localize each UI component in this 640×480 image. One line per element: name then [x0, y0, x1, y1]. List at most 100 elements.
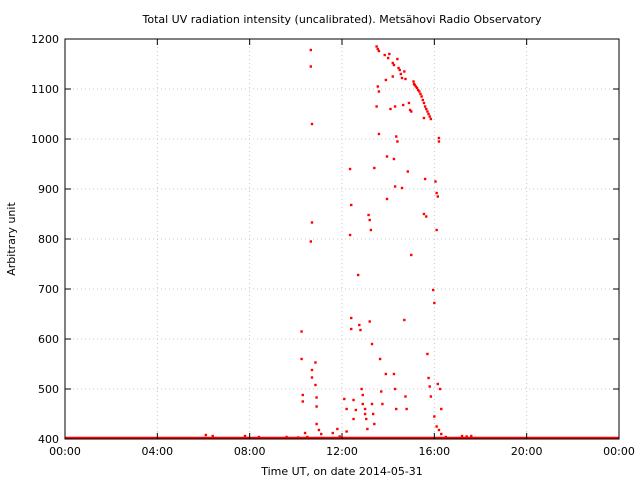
x-tick-label: 00:00	[49, 445, 81, 458]
data-point	[418, 90, 421, 93]
data-point	[397, 66, 400, 70]
data-point	[391, 61, 394, 65]
data-point	[406, 170, 409, 173]
data-point	[370, 342, 374, 346]
data-point	[350, 316, 353, 320]
data-point	[376, 47, 379, 51]
data-point	[396, 57, 399, 61]
data-point	[392, 157, 396, 161]
data-point	[314, 361, 317, 364]
data-point	[363, 407, 367, 411]
data-point	[243, 434, 247, 438]
data-point	[317, 428, 321, 432]
data-point	[358, 323, 361, 327]
data-point	[315, 405, 318, 408]
data-point	[348, 233, 352, 237]
data-point	[403, 318, 406, 322]
x-axis-label: Time UT, on date 2014-05-31	[260, 465, 423, 478]
y-tick-label: 700	[38, 283, 59, 296]
data-point	[300, 330, 303, 333]
data-point	[359, 328, 362, 332]
data-point	[399, 72, 403, 76]
data-point	[400, 186, 404, 190]
data-point	[422, 116, 426, 120]
data-point	[393, 185, 397, 188]
data-point	[301, 393, 304, 397]
data-point	[435, 228, 438, 232]
data-point	[385, 197, 389, 201]
data-point	[385, 155, 389, 158]
data-point	[371, 412, 375, 416]
chart-title: Total UV radiation intensity (uncalibrat…	[142, 13, 542, 26]
data-point	[401, 103, 405, 107]
data-point	[336, 427, 339, 431]
data-point	[343, 397, 346, 401]
x-tick-label: 00:00	[603, 445, 635, 458]
data-point	[352, 417, 355, 421]
data-point	[331, 431, 334, 435]
data-point	[392, 63, 396, 67]
data-point	[419, 92, 422, 96]
data-point	[381, 402, 384, 406]
y-tick-label: 600	[38, 333, 59, 346]
data-point	[386, 56, 390, 60]
y-axis-ticks: 400 500 600 700 800 900 1000 1100 1200	[31, 33, 619, 446]
data-point	[370, 402, 374, 406]
data-point	[426, 110, 429, 113]
data-point	[391, 75, 394, 78]
data-point	[368, 320, 371, 323]
data-point	[393, 105, 397, 108]
data-point	[366, 427, 369, 431]
data-point	[444, 435, 448, 439]
y-axis-label: Arbitrary unit	[5, 202, 18, 276]
data-point	[309, 65, 313, 68]
data-point	[361, 393, 364, 397]
y-tick-label: 500	[38, 383, 59, 396]
data-point	[426, 352, 429, 356]
data-point	[380, 390, 383, 393]
data-point	[306, 435, 309, 439]
data-point	[360, 387, 363, 391]
data-point	[310, 122, 314, 126]
data-point	[404, 77, 407, 81]
data-point	[423, 177, 427, 181]
x-tick-label: 12:00	[326, 445, 358, 458]
data-point	[400, 76, 404, 80]
data-point	[437, 140, 441, 143]
data-point	[429, 395, 433, 398]
data-point	[425, 107, 428, 111]
y-tick-label: 1200	[31, 33, 59, 46]
data-point	[427, 112, 430, 116]
data-point	[378, 357, 382, 361]
data-point	[433, 301, 436, 305]
data-point	[410, 253, 413, 257]
data-point	[300, 357, 303, 361]
data-point	[338, 435, 341, 438]
data-point	[438, 387, 442, 391]
data-point	[395, 135, 398, 138]
data-point	[314, 383, 317, 387]
data-point	[375, 105, 378, 108]
data-point	[368, 218, 371, 222]
data-point	[377, 132, 381, 136]
data-point	[460, 434, 464, 438]
data-point	[369, 228, 373, 232]
data-point	[437, 136, 441, 140]
data-point	[421, 98, 424, 102]
data-point	[440, 432, 443, 436]
data-point	[403, 70, 406, 73]
data-point	[412, 80, 415, 83]
x-tick-label: 04:00	[141, 445, 173, 458]
data-point	[303, 431, 307, 435]
data-point	[429, 117, 433, 121]
data-point	[309, 48, 313, 52]
data-point	[310, 368, 314, 372]
data-point	[257, 435, 261, 439]
y-tick-label: 800	[38, 233, 59, 246]
data-point	[437, 428, 441, 432]
data-point	[415, 86, 419, 90]
data-point	[377, 49, 381, 53]
data-point	[470, 434, 473, 438]
data-point	[348, 167, 352, 171]
